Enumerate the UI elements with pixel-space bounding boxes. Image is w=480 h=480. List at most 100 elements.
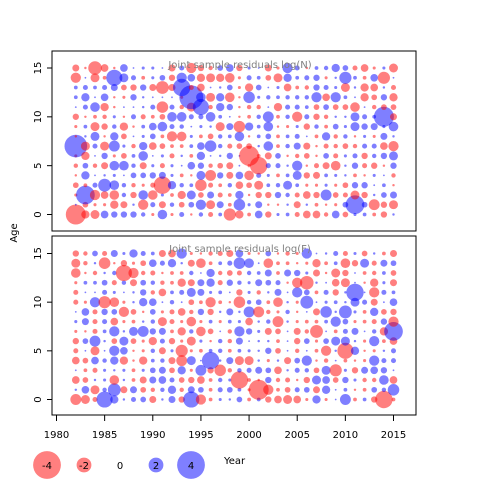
residual-bubble <box>284 269 292 277</box>
residual-bubble <box>380 367 388 374</box>
residual-bubble <box>218 212 223 217</box>
x-tick-label: 1980 <box>44 430 69 441</box>
residual-bubble <box>276 252 280 255</box>
residual-bubble <box>109 345 120 356</box>
residual-bubble <box>72 250 79 257</box>
residual-bubble <box>81 151 90 161</box>
residual-bubble <box>381 104 387 110</box>
residual-bubble <box>313 163 320 169</box>
residual-bubble <box>189 329 194 334</box>
residual-bubble <box>92 367 98 373</box>
residual-bubble <box>295 310 299 314</box>
residual-bubble <box>130 386 137 394</box>
residual-bubble <box>96 391 113 408</box>
residual-bubble <box>122 320 126 324</box>
residual-bubble <box>265 376 272 384</box>
y-tick-label: 10 <box>33 296 44 309</box>
residual-bubble <box>227 183 232 188</box>
residual-bubble <box>113 369 116 372</box>
residual-bubble <box>303 289 310 296</box>
residual-bubble <box>209 155 212 157</box>
residual-bubble <box>226 152 233 160</box>
residual-bubble <box>286 349 289 352</box>
residual-bubble <box>285 251 290 256</box>
residual-bubble <box>227 338 232 344</box>
residual-bubble <box>247 349 251 353</box>
residual-bubble <box>227 193 232 197</box>
residual-bubble <box>198 192 204 198</box>
residual-bubble <box>243 91 255 104</box>
residual-bubble <box>198 212 204 217</box>
residual-bubble <box>225 73 235 83</box>
residual-bubble <box>159 74 166 81</box>
residual-bubble <box>160 193 164 197</box>
residual-bubble <box>235 190 244 200</box>
residual-bubble <box>195 364 207 376</box>
residual-bubble <box>218 300 223 305</box>
residual-bubble <box>81 308 90 316</box>
residual-bubble <box>329 364 342 377</box>
residual-bubble <box>112 115 116 119</box>
residual-bubble <box>295 153 300 159</box>
residual-bubble <box>187 279 195 287</box>
residual-bubble <box>314 66 319 70</box>
residual-bubble <box>189 134 193 138</box>
residual-bubble <box>80 141 90 151</box>
residual-bubble <box>246 75 252 81</box>
residual-bubble <box>274 288 282 296</box>
y-tick-label: 5 <box>33 162 44 168</box>
residual-bubble <box>305 261 309 265</box>
residual-bubble <box>72 64 80 72</box>
residual-bubble <box>276 114 280 119</box>
residual-bubble <box>103 339 106 343</box>
panel-logF: 0 5 10 15 Joint sample residuals log(F) <box>33 235 417 416</box>
residual-bubble <box>131 319 136 324</box>
residual-bubble <box>353 86 357 89</box>
residual-bubble <box>315 252 318 255</box>
residual-bubble <box>81 318 89 326</box>
residual-bubble <box>389 63 398 73</box>
residual-bubble <box>92 163 98 168</box>
residual-bubble <box>131 163 136 168</box>
residual-bubble <box>92 319 98 325</box>
residual-bubble <box>247 281 251 285</box>
residual-bubble <box>208 387 213 392</box>
residual-bubble <box>199 300 203 305</box>
residual-bubble <box>218 114 223 119</box>
residual-bubble <box>294 367 300 373</box>
residual-bubble <box>235 249 244 258</box>
residual-bubble <box>208 319 213 324</box>
residual-bubble <box>160 358 165 363</box>
residual-bubble <box>100 210 109 219</box>
residual-bubble <box>234 326 245 337</box>
residual-bubble <box>304 95 309 100</box>
residual-bubble <box>72 337 79 345</box>
residual-bubble <box>324 203 328 206</box>
residual-bubble <box>186 336 196 346</box>
residual-bubble <box>324 397 328 402</box>
residual-bubble <box>180 320 184 324</box>
residual-bubble <box>238 164 241 167</box>
residual-bubble <box>255 279 263 287</box>
residual-bubble <box>109 326 120 337</box>
residual-bubble <box>331 336 341 346</box>
residual-bubble <box>276 203 280 206</box>
residual-bubble <box>150 348 155 353</box>
residual-bubble <box>321 365 331 375</box>
residual-bubble <box>391 173 396 178</box>
residual-bubble <box>150 280 155 285</box>
residual-bubble <box>183 391 200 408</box>
residual-bubble <box>285 114 290 120</box>
residual-bubble <box>151 76 155 80</box>
residual-bubble <box>382 164 386 167</box>
residual-bubble <box>226 357 234 365</box>
residual-bubble <box>82 162 89 169</box>
residual-bubble <box>160 134 165 139</box>
residual-bubble <box>360 83 369 92</box>
residual-bubble <box>130 211 137 218</box>
legend-bubble <box>33 451 61 479</box>
residual-bubble <box>64 134 88 158</box>
residual-bubble <box>167 181 177 190</box>
residual-bubble <box>110 250 118 257</box>
residual-bubble <box>150 387 155 392</box>
